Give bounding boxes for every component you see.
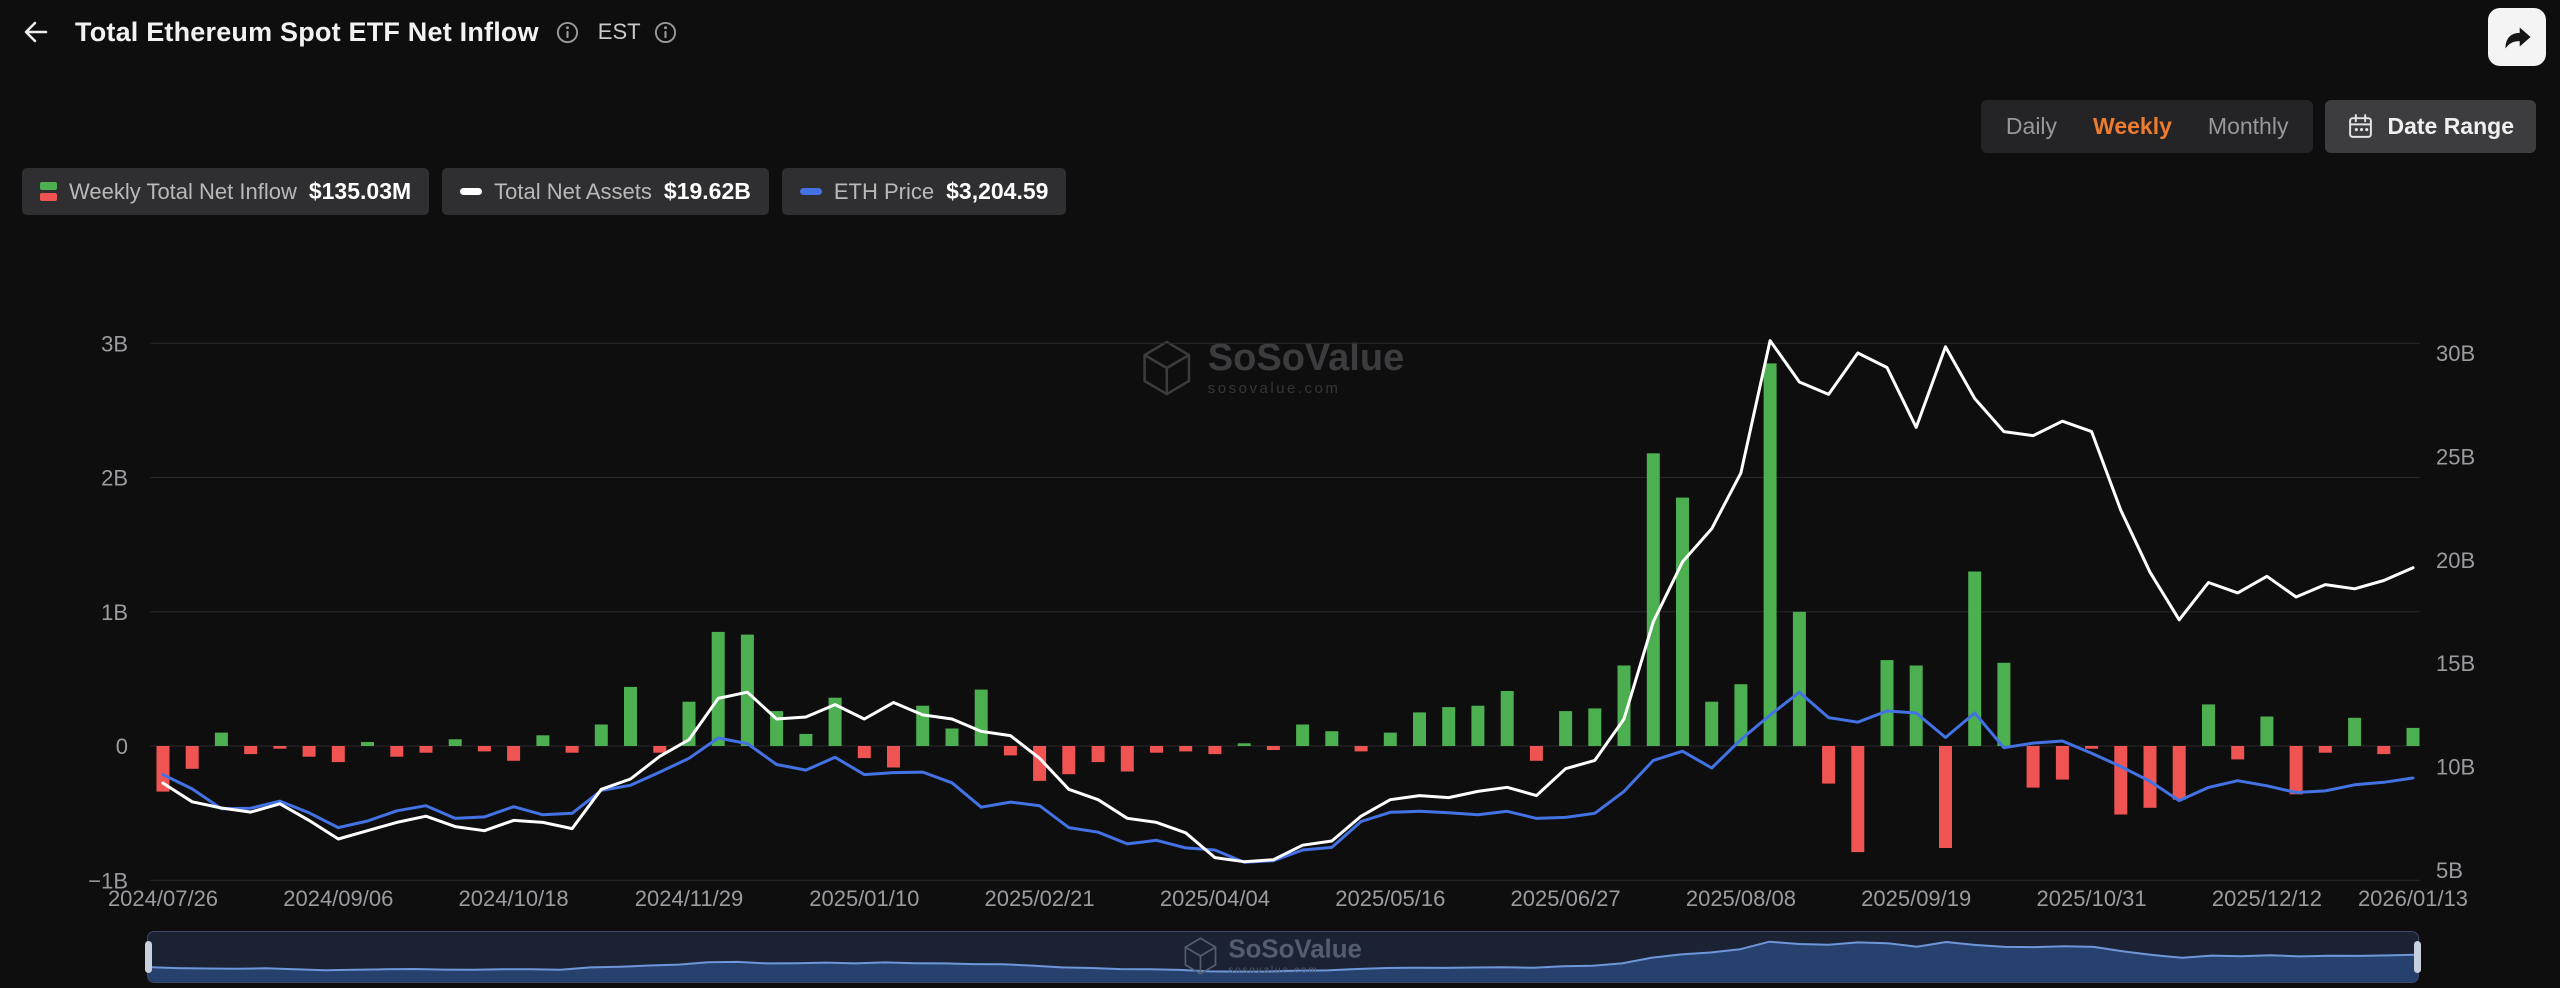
svg-text:2025/12/12: 2025/12/12: [2212, 886, 2322, 911]
watermark-domain: sosovalue.com: [1228, 964, 1319, 976]
watermark: SoSoValue sosovalue.com: [1182, 936, 1362, 977]
legend-label: Total Net Assets: [494, 178, 652, 204]
green-red-bars-icon: [40, 182, 57, 201]
timezone-label: EST: [597, 19, 641, 44]
period-monthly[interactable]: Monthly: [2193, 104, 2304, 149]
svg-text:2025/02/21: 2025/02/21: [985, 886, 1095, 911]
back-button[interactable]: [16, 14, 54, 50]
svg-text:5B: 5B: [2436, 858, 2463, 883]
back-arrow-icon: [24, 21, 48, 43]
page-title: Total Ethereum Spot ETF Net Inflow: [75, 16, 539, 47]
legend-item-eth-price[interactable]: ETH Price $3,204.59: [781, 168, 1067, 215]
chart-legend: Weekly Total Net Inflow $135.03M Total N…: [22, 168, 1067, 215]
svg-text:10B: 10B: [2436, 755, 2475, 780]
date-range-label: Date Range: [2387, 113, 2514, 139]
svg-text:1B: 1B: [101, 600, 128, 625]
svg-text:30B: 30B: [2436, 341, 2475, 366]
legend-item-net-assets[interactable]: Total Net Assets $19.62B: [442, 168, 769, 215]
chart-controls: Daily Weekly Monthly Date Range: [1980, 100, 2536, 153]
info-icon[interactable]: [556, 21, 579, 44]
cube-logo-icon: [1143, 340, 1191, 396]
svg-text:2025/09/19: 2025/09/19: [1861, 886, 1971, 911]
svg-text:2025/10/31: 2025/10/31: [2037, 886, 2147, 911]
svg-text:2B: 2B: [101, 466, 128, 491]
svg-text:2025/05/16: 2025/05/16: [1335, 886, 1445, 911]
svg-text:2024/10/18: 2024/10/18: [459, 886, 569, 911]
legend-value: $3,204.59: [946, 178, 1049, 204]
legend-value: $135.03M: [308, 178, 412, 204]
date-range-button[interactable]: Date Range: [2325, 100, 2536, 153]
watermark-name: SoSoValue: [1207, 337, 1405, 379]
blue-dash-icon: [799, 188, 822, 195]
white-dash-icon: [460, 188, 483, 195]
svg-text:15B: 15B: [2436, 651, 2475, 676]
period-weekly[interactable]: Weekly: [2078, 104, 2187, 149]
svg-text:2025/01/10: 2025/01/10: [809, 886, 919, 911]
period-toggle: Daily Weekly Monthly: [1980, 100, 2314, 153]
svg-text:2025/08/08: 2025/08/08: [1686, 886, 1796, 911]
cube-logo-icon: [1184, 937, 1217, 975]
watermark: SoSoValue sosovalue.com: [1140, 338, 1404, 398]
period-daily[interactable]: Daily: [1991, 104, 2072, 149]
share-icon: [2505, 27, 2531, 49]
watermark-name: SoSoValue: [1228, 934, 1362, 964]
svg-text:2024/11/29: 2024/11/29: [635, 886, 743, 911]
watermark-domain: sosovalue.com: [1207, 380, 1341, 397]
svg-text:0: 0: [116, 734, 128, 759]
navigator-handle-right[interactable]: [2414, 941, 2421, 973]
svg-text:2024/07/26: 2024/07/26: [108, 886, 218, 911]
legend-label: Weekly Total Net Inflow: [69, 178, 297, 204]
calendar-icon: [2349, 114, 2373, 138]
svg-text:2025/04/04: 2025/04/04: [1160, 886, 1270, 911]
svg-text:20B: 20B: [2436, 548, 2475, 573]
share-button[interactable]: [2488, 8, 2546, 66]
legend-item-net-inflow[interactable]: Weekly Total Net Inflow $135.03M: [22, 168, 430, 215]
svg-text:2026/01/13: 2026/01/13: [2358, 886, 2468, 911]
svg-text:−1B: −1B: [88, 868, 128, 893]
info-icon[interactable]: [654, 21, 677, 44]
legend-value: $19.62B: [663, 178, 751, 204]
chart-navigator[interactable]: [145, 931, 2421, 983]
svg-text:3B: 3B: [101, 331, 128, 356]
legend-label: ETH Price: [833, 178, 935, 204]
svg-text:2024/09/06: 2024/09/06: [283, 886, 393, 911]
header: Total Ethereum Spot ETF Net Inflow EST: [16, 14, 677, 50]
svg-text:2025/06/27: 2025/06/27: [1511, 886, 1621, 911]
svg-text:25B: 25B: [2436, 444, 2475, 469]
navigator-handle-left[interactable]: [145, 941, 152, 973]
navigator-minichart: [148, 932, 2418, 982]
